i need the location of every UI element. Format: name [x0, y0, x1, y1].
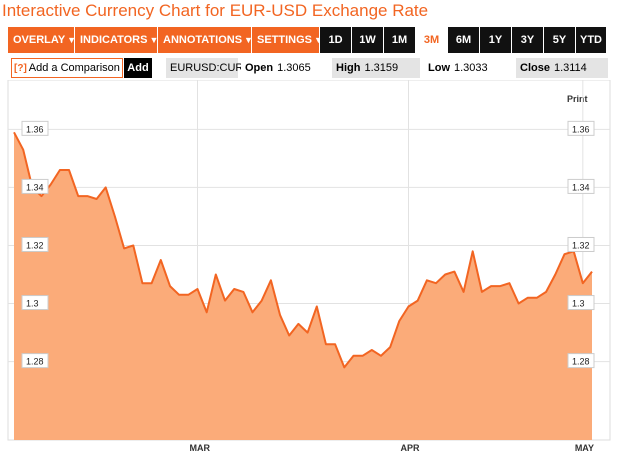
low-label: Low [428, 62, 450, 74]
high-stat: High 1.3159 [332, 58, 420, 78]
y-tick-label-2-0: 1.32 [26, 240, 44, 250]
annotations-menu-label: ANNOTATIONS [163, 34, 243, 46]
open-value: 1.3065 [277, 62, 311, 74]
y-tick-box-2-1 [567, 236, 595, 252]
range-ytd-button[interactable]: YTD [576, 27, 606, 53]
close-label: Close [520, 62, 550, 74]
range-6m-button[interactable]: 6M [448, 27, 479, 53]
series-line [13, 131, 593, 369]
overlay-menu-label: OVERLAY [13, 34, 66, 46]
close-value: 1.3114 [553, 62, 587, 74]
range-3m-button[interactable]: 3M [416, 27, 447, 53]
y-tick-label-0-0: 1.36 [26, 124, 44, 134]
x-tick-label-0: MAR [189, 443, 210, 453]
y-tick-label-1-0: 1.34 [26, 182, 44, 192]
y-tick-label-3-1: 1.3 [572, 299, 585, 309]
high-label: High [336, 62, 361, 74]
add-comparison-button[interactable]: Add [124, 58, 152, 78]
quote-info-bar: [?] Add a Comparison Add EURUSD:CUR Open… [8, 57, 608, 79]
x-tick-label-2: MAY [575, 443, 594, 453]
x-tick-label-1: APR [401, 443, 421, 453]
help-icon[interactable]: [?] [14, 62, 27, 74]
range-1w-button[interactable]: 1W [352, 27, 383, 53]
y-tick-box-3-0 [21, 295, 49, 311]
y-tick-label-2-1: 1.32 [572, 240, 590, 250]
caret-down-icon: ▼ [149, 35, 159, 45]
high-value: 1.3159 [364, 62, 399, 74]
print-link[interactable]: Print [567, 94, 588, 104]
indicators-menu[interactable]: INDICATORS ▼ [75, 27, 158, 53]
range-1d-button[interactable]: 1D [320, 27, 351, 53]
annotations-menu[interactable]: ANNOTATIONS ▼ [158, 27, 253, 53]
y-tick-box-2-0 [21, 236, 49, 252]
caret-down-icon: ▼ [244, 35, 253, 45]
page-title: Interactive Currency Chart for EUR-USD E… [2, 1, 429, 20]
price-chart[interactable]: 1.36 1.36 1.34 1.34 1.32 1.32 1.3 1.3 1.28 1.28 MA… [0, 80, 620, 459]
comparison-placeholder: Add a Comparison [28, 62, 120, 74]
caret-down-icon: ▼ [67, 35, 77, 45]
y-tick-box-1-0 [21, 178, 49, 194]
symbol-label: EURUSD:CUR [166, 58, 243, 78]
range-1m-button[interactable]: 1M [384, 27, 415, 53]
settings-menu-label: SETTINGS [257, 34, 313, 46]
open-label: Open [245, 62, 274, 74]
close-stat: Close 1.3114 [516, 58, 608, 78]
chart-toolbar: OVERLAY ▼ INDICATORS ▼ ANNOTATIONS ▼ SETTIN… [8, 27, 608, 53]
y-tick-label-3-0: 1.3 [26, 299, 39, 309]
settings-menu[interactable]: SETTINGS ▼ [252, 27, 323, 53]
open-stat: Open 1.3065 [241, 58, 321, 78]
y-tick-label-4-0: 1.28 [26, 357, 44, 367]
y-tick-label-1-1: 1.34 [572, 182, 590, 192]
range-1y-button[interactable]: 1Y [480, 27, 511, 53]
y-tick-box-0-0 [21, 120, 49, 136]
y-tick-box-3-1 [567, 295, 595, 311]
symbol-value: EURUSD:CUR [170, 62, 244, 74]
y-tick-box-0-1 [567, 120, 595, 136]
y-tick-box-4-1 [567, 353, 595, 369]
y-tick-box-4-0 [21, 353, 49, 369]
y-tick-label-0-1: 1.36 [572, 124, 590, 134]
indicators-menu-label: INDICATORS [80, 34, 148, 46]
caret-down-icon: ▼ [314, 35, 323, 45]
comparison-input[interactable]: [?] Add a Comparison [11, 58, 123, 78]
overlay-menu[interactable]: OVERLAY ▼ [8, 27, 77, 53]
series-area [14, 132, 592, 441]
range-5y-button[interactable]: 5Y [544, 27, 575, 53]
range-3y-button[interactable]: 3Y [512, 27, 543, 53]
low-stat: Low 1.3033 [424, 58, 504, 78]
low-value: 1.3033 [454, 62, 488, 74]
y-tick-label-4-1: 1.28 [572, 357, 590, 367]
y-tick-box-1-1 [567, 178, 595, 194]
